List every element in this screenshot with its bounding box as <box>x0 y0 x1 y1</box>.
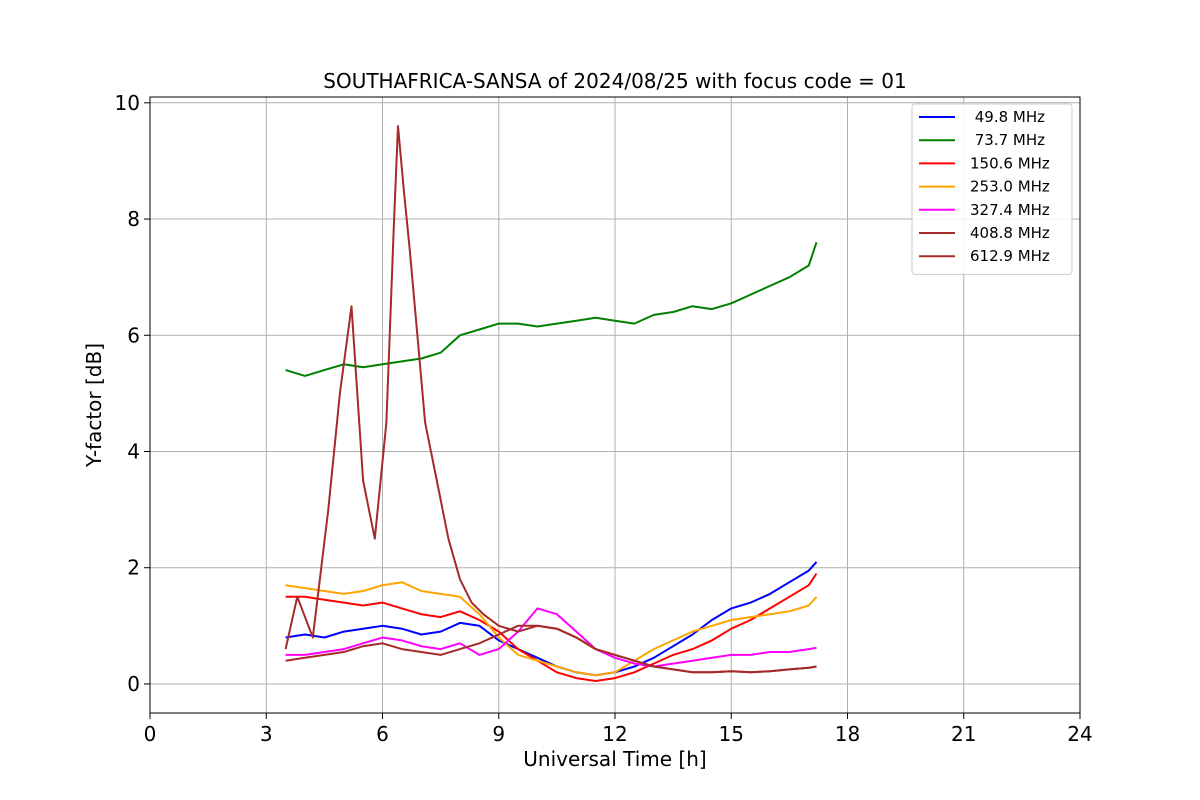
legend-label: 73.7 MHz <box>970 131 1045 149</box>
y-tick-label: 6 <box>127 323 140 347</box>
series-layer <box>284 125 818 682</box>
x-axis-label: Universal Time [h] <box>523 747 706 771</box>
x-tick-label: 18 <box>835 722 860 746</box>
legend-label: 150.6 MHz <box>970 154 1050 172</box>
series-line-6 <box>284 125 817 674</box>
series-line-4 <box>285 607 817 668</box>
y-axis-label: Y-factor [dB] <box>82 343 106 468</box>
x-tick-label: 24 <box>1067 722 1092 746</box>
series-line-1 <box>285 241 818 377</box>
x-tick-label: 3 <box>260 722 273 746</box>
x-tick-label: 6 <box>376 722 389 746</box>
legend-label: 612.9 MHz <box>970 247 1050 265</box>
legend-label: 49.8 MHz <box>970 108 1045 126</box>
series-line-2 <box>285 572 818 682</box>
legend-label: 253.0 MHz <box>970 178 1050 196</box>
x-tick-label: 15 <box>719 722 744 746</box>
y-tick-label: 10 <box>115 91 140 115</box>
x-tick-label: 21 <box>951 722 976 746</box>
x-tick-label: 9 <box>492 722 505 746</box>
chart-title: SOUTHAFRICA-SANSA of 2024/08/25 with foc… <box>323 69 907 93</box>
x-tick-label: 12 <box>602 722 627 746</box>
legend-label: 408.8 MHz <box>970 224 1050 242</box>
legend: 49.8 MHz 73.7 MHz 150.6 MHz 253.0 MHz 327.4… <box>911 103 1073 275</box>
y-tick-label: 4 <box>127 439 140 463</box>
legend-label: 327.4 MHz <box>970 201 1050 219</box>
series-line-3 <box>285 581 818 677</box>
y-tick-label: 8 <box>127 207 140 231</box>
legend-box <box>911 103 1073 275</box>
y-tick-label: 0 <box>127 672 140 696</box>
y-tick-label: 2 <box>127 556 140 580</box>
x-tick-label: 0 <box>144 722 157 746</box>
